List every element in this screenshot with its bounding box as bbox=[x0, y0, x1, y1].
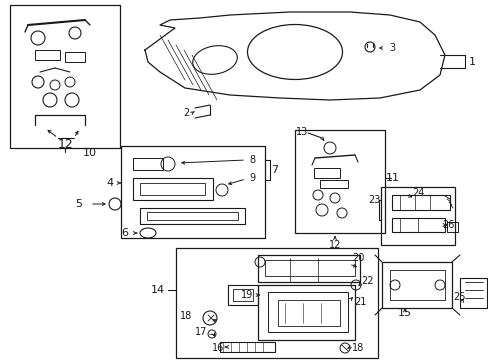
Text: 15: 15 bbox=[397, 308, 411, 318]
Bar bbox=[65, 52, 85, 62]
Text: 10: 10 bbox=[83, 148, 97, 158]
Bar bbox=[133, 178, 213, 200]
Bar bbox=[258, 255, 359, 282]
Text: 12: 12 bbox=[58, 139, 74, 152]
Text: 8: 8 bbox=[248, 155, 255, 165]
Text: 18: 18 bbox=[351, 343, 364, 353]
Text: 2: 2 bbox=[183, 108, 189, 118]
Text: 23: 23 bbox=[367, 195, 379, 205]
Bar bbox=[10, 5, 120, 148]
Bar bbox=[176, 248, 377, 358]
Text: 1: 1 bbox=[468, 57, 474, 67]
Text: 4: 4 bbox=[106, 178, 113, 188]
Bar bbox=[140, 183, 204, 195]
Bar bbox=[267, 292, 347, 332]
Text: 9: 9 bbox=[248, 173, 255, 183]
Bar bbox=[391, 195, 449, 210]
Bar bbox=[446, 222, 457, 232]
Bar bbox=[381, 262, 451, 308]
Text: 14: 14 bbox=[151, 285, 165, 295]
Bar bbox=[391, 218, 444, 232]
Text: 12: 12 bbox=[328, 240, 341, 250]
Text: 18: 18 bbox=[180, 311, 192, 321]
Text: 26: 26 bbox=[441, 220, 453, 230]
Bar bbox=[294, 130, 384, 233]
Text: 24: 24 bbox=[411, 188, 423, 198]
Bar bbox=[147, 212, 238, 220]
Bar bbox=[380, 187, 454, 245]
Bar bbox=[313, 168, 339, 178]
Bar bbox=[220, 342, 274, 352]
Text: 16: 16 bbox=[211, 343, 224, 353]
Text: 21: 21 bbox=[353, 297, 366, 307]
Text: 11: 11 bbox=[385, 173, 399, 183]
Text: 3: 3 bbox=[388, 43, 394, 53]
Bar bbox=[140, 208, 244, 224]
Bar bbox=[133, 158, 163, 170]
Bar bbox=[278, 300, 339, 326]
Bar bbox=[258, 285, 354, 340]
Text: 20: 20 bbox=[351, 253, 364, 263]
Text: 6: 6 bbox=[121, 228, 128, 238]
Bar bbox=[232, 289, 252, 301]
Text: 5: 5 bbox=[75, 199, 82, 209]
Text: 25: 25 bbox=[453, 292, 465, 302]
Text: 7: 7 bbox=[271, 165, 278, 175]
Text: 22: 22 bbox=[360, 276, 372, 286]
Bar bbox=[459, 278, 486, 308]
Bar bbox=[35, 50, 60, 60]
Text: 17: 17 bbox=[194, 327, 207, 337]
Text: 19: 19 bbox=[241, 290, 253, 300]
Bar bbox=[121, 146, 264, 238]
Text: 13: 13 bbox=[295, 127, 307, 137]
Bar bbox=[227, 285, 258, 305]
Bar bbox=[264, 260, 354, 276]
Bar bbox=[319, 180, 347, 188]
